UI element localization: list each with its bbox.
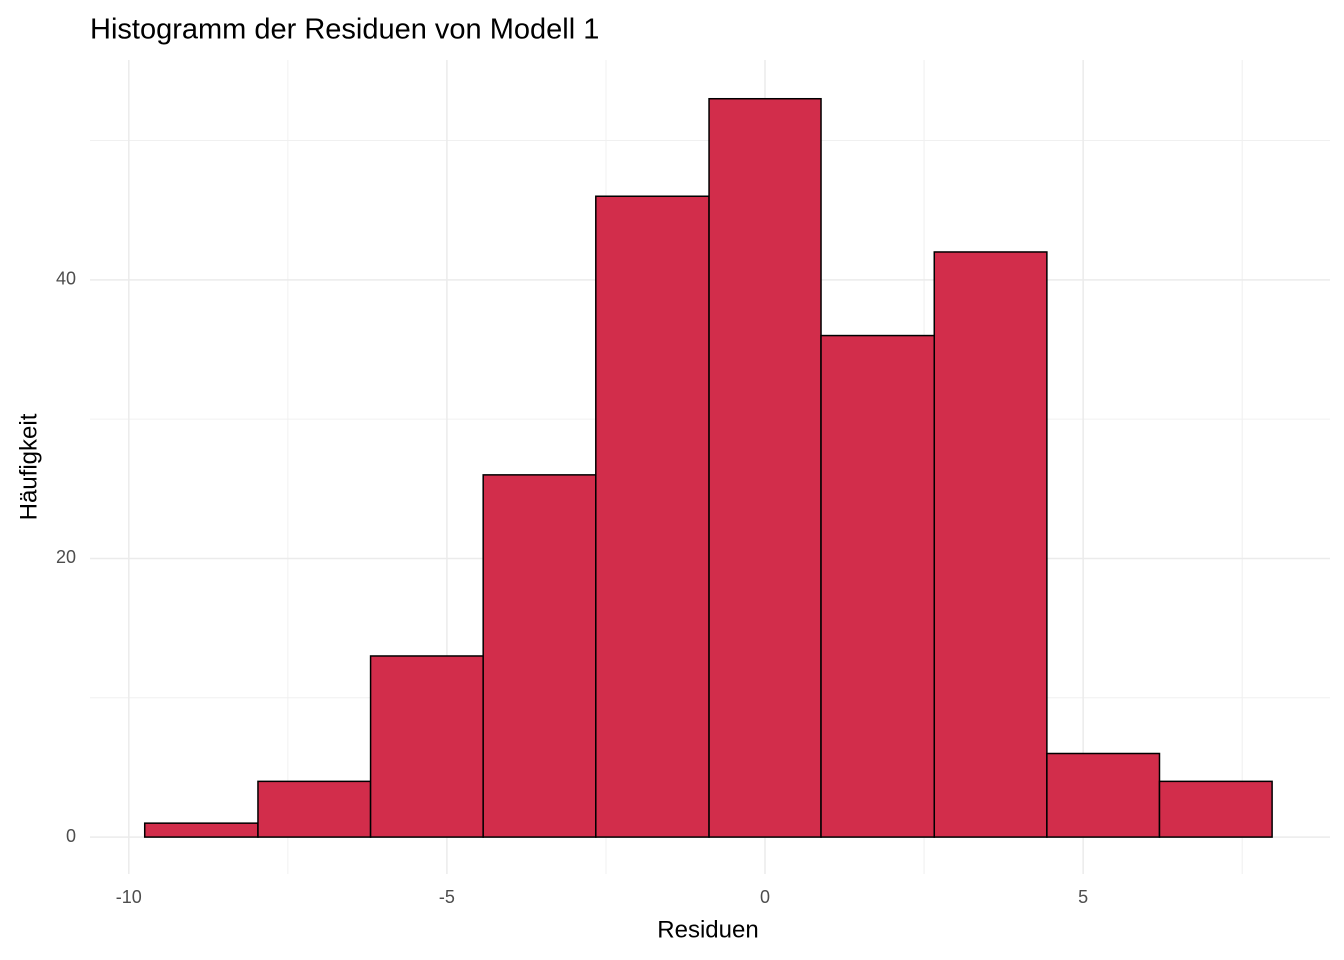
x-tick-label: -10 (116, 887, 142, 907)
y-tick-label: 0 (66, 826, 76, 846)
y-tick-label: 20 (56, 547, 76, 567)
bar (1046, 752, 1161, 838)
x-tick-label: 0 (760, 887, 770, 907)
bar (143, 822, 259, 838)
y-tick-label: 40 (56, 269, 76, 289)
bar (1158, 780, 1273, 838)
bar (482, 474, 597, 838)
plot-area (143, 97, 1273, 838)
bar (257, 780, 372, 838)
bar (595, 195, 710, 838)
bar (820, 334, 936, 838)
y-axis-title: Häufigkeit (15, 413, 42, 520)
chart-title: Histogramm der Residuen von Modell 1 (90, 14, 599, 46)
x-axis-title: Residuen (657, 916, 758, 943)
bar (708, 97, 822, 838)
bar (933, 251, 1048, 838)
x-tick-label: -5 (439, 887, 455, 907)
x-tick-label: 5 (1078, 887, 1088, 907)
bar (369, 655, 484, 838)
